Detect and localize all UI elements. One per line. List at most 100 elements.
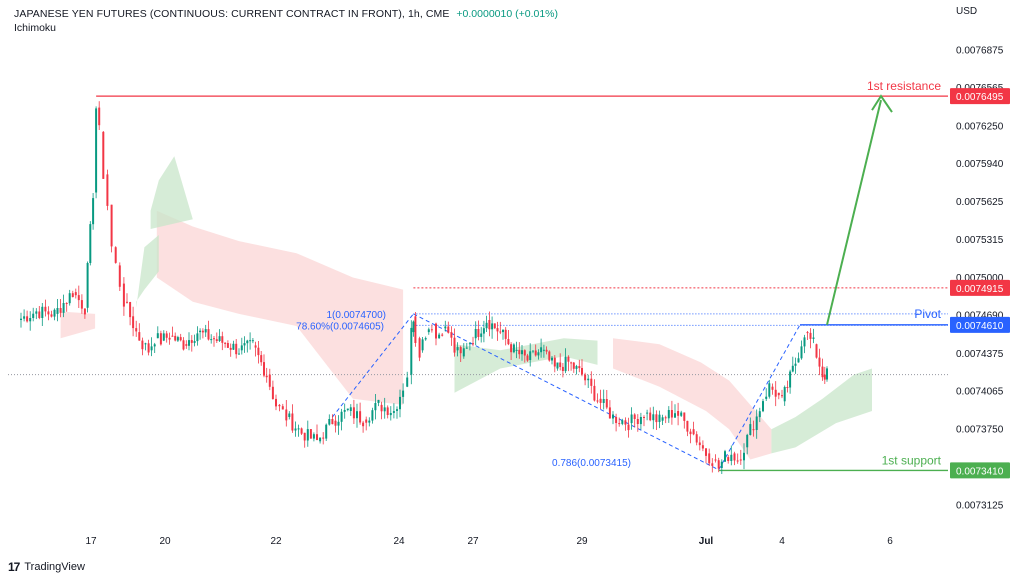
- candle-body: [44, 306, 47, 312]
- candle-body: [380, 404, 383, 412]
- candle-body: [515, 349, 518, 351]
- candle-body: [818, 357, 821, 367]
- candle-body: [564, 356, 567, 372]
- candle-body: [755, 416, 758, 430]
- ichimoku-cloud-bearish: [60, 311, 96, 339]
- candle-body: [374, 403, 377, 411]
- y-tick-label: 0.0075315: [956, 235, 1004, 246]
- brand-name: TradingView: [24, 561, 85, 573]
- candle-body: [41, 306, 44, 318]
- candle-body: [714, 459, 717, 461]
- candle-body: [365, 419, 368, 423]
- candle-body: [179, 337, 182, 341]
- candle-body: [50, 314, 53, 317]
- candle-body: [652, 414, 655, 421]
- footer-brand[interactable]: 17 TradingView: [8, 560, 85, 574]
- candle-body: [733, 453, 736, 461]
- candle-body: [182, 340, 185, 350]
- candle-body: [325, 424, 328, 439]
- candle-body: [300, 428, 303, 434]
- candle-body: [331, 419, 334, 425]
- candle-body: [251, 340, 254, 342]
- candle-body: [667, 410, 670, 419]
- candle-body: [210, 339, 213, 341]
- ichimoku-cloud-bullish: [136, 235, 159, 308]
- candle-body: [507, 339, 510, 345]
- indicator-label[interactable]: Ichimoku: [14, 22, 57, 34]
- candle-body: [20, 318, 22, 320]
- candle-body: [201, 330, 204, 333]
- candle-body: [821, 366, 824, 378]
- candle-body: [655, 414, 658, 423]
- candle-body: [639, 417, 642, 425]
- candle-body: [281, 406, 284, 410]
- price-chart[interactable]: 1st resistance Pivot 1st support 1(0.007470…: [0, 0, 1024, 560]
- fib-trend-up-left: [331, 313, 414, 418]
- candle-body: [615, 417, 618, 423]
- candle-body: [630, 414, 633, 424]
- candle-body: [806, 332, 809, 334]
- candle-body: [346, 408, 349, 410]
- candle-body: [421, 339, 424, 351]
- candle-body: [89, 224, 92, 263]
- y-tick-label: 0.0074065: [956, 386, 1004, 397]
- candle-body: [83, 308, 86, 315]
- projection-arrowhead: [871, 94, 893, 113]
- candle-body: [746, 434, 749, 448]
- candle-body: [309, 429, 312, 439]
- candle-body: [800, 346, 803, 359]
- ichimoku-cloud-bullish: [454, 338, 598, 393]
- candle-body: [485, 322, 488, 329]
- ichimoku-cloud-bearish: [156, 210, 404, 405]
- candle-body: [781, 395, 783, 397]
- candle-body: [62, 303, 65, 313]
- pivot-price-tag-text: 0.0074610: [956, 321, 1004, 332]
- candle-body: [271, 386, 274, 399]
- resistance2-price-tag: [950, 279, 1010, 296]
- candle-body: [80, 300, 83, 309]
- candle-body: [447, 326, 450, 333]
- resistance2-price-tag-text: 0.0074915: [956, 284, 1004, 295]
- candle-body: [453, 337, 456, 353]
- candle-body: [377, 399, 380, 403]
- candle-body: [605, 399, 608, 408]
- candle-body: [658, 414, 661, 422]
- candle-body: [129, 302, 132, 318]
- candle-body: [246, 340, 249, 344]
- candle-body: [551, 357, 553, 361]
- candle-body: [235, 343, 238, 355]
- candle-body: [59, 308, 62, 313]
- candle-body: [47, 311, 50, 315]
- x-tick-label: 29: [576, 536, 588, 547]
- candle-body: [297, 428, 300, 430]
- candle-body: [319, 437, 322, 442]
- candle-body: [661, 417, 664, 421]
- candle-body: [462, 348, 465, 357]
- candle-body: [438, 334, 441, 339]
- y-tick-label: 0.0075625: [956, 197, 1004, 208]
- candle-body: [561, 366, 564, 371]
- candle-body: [493, 323, 496, 329]
- candle-body: [207, 329, 210, 340]
- candle-body: [553, 357, 556, 367]
- y-tick-label: 0.0074375: [956, 349, 1004, 360]
- candle-body: [542, 349, 545, 351]
- ichimoku-cloud-bullish: [150, 156, 193, 229]
- candle-body: [621, 420, 624, 424]
- resistance-label: 1st resistance: [867, 79, 941, 93]
- candle-body: [427, 329, 430, 333]
- candle-body: [138, 332, 141, 341]
- y-tick-label: 0.0076875: [956, 46, 1004, 57]
- candle-body: [518, 349, 521, 355]
- candle-body: [334, 420, 337, 426]
- candle-body: [371, 410, 374, 421]
- projection-arrow: [826, 99, 882, 326]
- candle-body: [162, 333, 165, 341]
- candle-body: [480, 333, 483, 337]
- candle-body: [627, 424, 630, 431]
- candle-body: [512, 344, 515, 353]
- candle-body: [126, 301, 128, 303]
- candle-body: [521, 350, 523, 355]
- candle-body: [686, 420, 689, 432]
- candle-body: [406, 377, 409, 387]
